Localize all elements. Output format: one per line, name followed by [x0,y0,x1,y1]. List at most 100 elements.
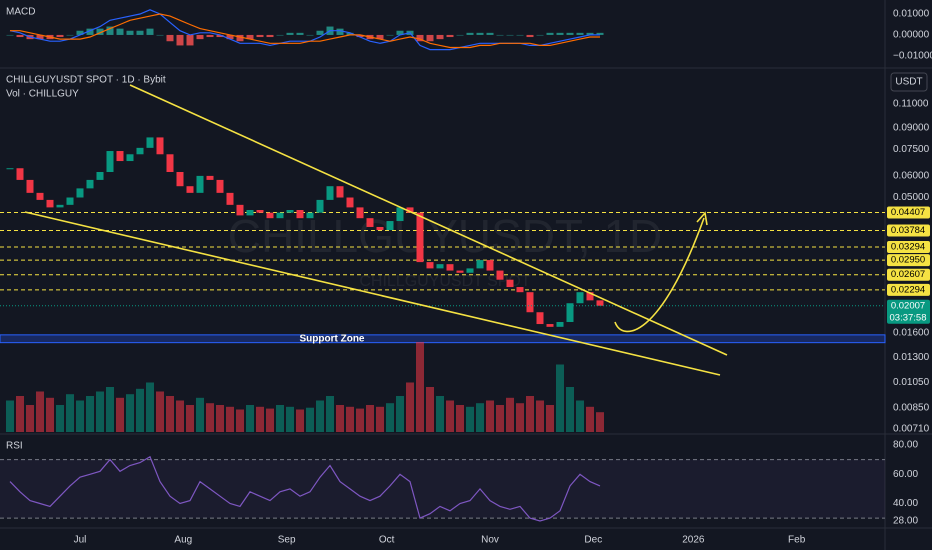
macd-histogram-bar [286,32,294,35]
macd-tick-label: 0.01000 [893,9,930,20]
y-tick-label: 0.00710 [893,424,930,435]
rsi-label: RSI [6,441,23,452]
candle [236,204,244,216]
currency-button[interactable] [890,72,928,92]
level-tag [887,254,930,267]
candle [556,321,564,327]
rsi-tick-label: 40.00 [893,498,918,509]
macd-histogram-bar [476,32,484,35]
last-price-label: 0.02007 [891,300,925,311]
candle [186,186,194,193]
candle [596,300,604,306]
candle [546,324,554,327]
volume-bar [566,387,574,432]
volume-label: Vol · CHILLGUY [6,89,79,100]
macd-histogram-bar [456,34,464,36]
volume-bar [366,405,374,432]
candle [166,154,174,173]
last-price-tag [887,299,930,324]
signal-line [10,13,600,49]
volume-bar [306,407,314,432]
level-tag [887,240,930,253]
y-tick-label: 0.11000 [893,99,929,110]
macd-histogram-bar [56,34,64,38]
candle [326,186,334,200]
macd-histogram-bar [6,34,14,36]
level-label: 0.03784 [891,225,925,236]
macd-histogram-bar [86,28,94,35]
volume-bar [286,406,294,432]
volume-bar [186,405,194,432]
candle [16,168,24,180]
y-tick-label: 0.09000 [893,122,930,133]
rsi-band [0,459,885,519]
candle [406,207,414,213]
candle [416,212,424,263]
volume-bar [436,396,444,432]
macd-histogram-bar [386,34,394,36]
macd-histogram-bar [506,34,514,36]
volume-bar [26,405,34,432]
macd-histogram-bar [346,32,354,35]
candle [496,270,504,280]
volume-bar [396,396,404,432]
volume-bar [586,406,594,432]
watermark-sub: CHILLGUYUSDT SPOT [359,273,531,290]
macd-histogram-bar [306,34,314,36]
y-tick-label: 0.07500 [893,144,930,155]
volume-bar [266,408,274,432]
volume-bar [246,405,254,432]
macd-histogram-bar [146,28,154,35]
volume-bar [456,405,464,432]
volume-bar [576,400,584,432]
y-tick-label: 0.01300 [893,352,930,363]
rsi-tick-label: 80.00 [893,440,918,451]
macd-histogram-bar [526,34,534,38]
volume-bar [406,382,414,432]
macd-histogram-bar [226,34,234,40]
volume-bar [6,400,14,432]
volume-bar [486,400,494,432]
level-tag [887,283,930,296]
rsi-tick-label: 28.00 [893,516,918,527]
level-label: 0.03294 [891,242,925,253]
macd-label: MACD [6,7,35,18]
macd-histogram-bar [416,34,424,42]
macd-histogram-bar [176,34,184,46]
macd-histogram-bar [66,34,74,36]
volume-bar [156,391,164,432]
x-tick-label: Sep [278,535,296,546]
volume-bar [96,391,104,432]
macd-histogram-bar [166,34,174,42]
level-tag [887,224,930,237]
x-tick-label: Jul [74,535,87,546]
volume-bar [596,412,604,432]
volume-bar [466,406,474,432]
macd-histogram-bar [546,32,554,35]
volume-bar [106,387,114,432]
x-tick-label: Oct [379,535,395,546]
y-tick-label: 0.06000 [893,171,930,182]
volume-bar [376,406,384,432]
macd-histogram-bar [376,34,384,40]
level-label: 0.04407 [891,207,925,218]
candle [126,154,134,162]
macd-histogram-bar [536,34,544,36]
macd-histogram-bar [396,30,404,35]
candle [426,262,434,269]
volume-bar [16,396,24,432]
volume-bar [56,405,64,432]
macd-histogram-bar [156,34,164,36]
macd-histogram-bar [96,28,104,35]
x-tick-label: Nov [481,535,499,546]
macd-histogram-bar [596,32,604,35]
macd-histogram-bar [316,30,324,35]
candle [136,147,144,155]
candle [26,179,34,193]
volume-bar [316,400,324,432]
volume-bar [476,403,484,432]
candle [456,270,464,273]
candle [76,188,84,198]
candle [516,287,524,293]
candle [116,151,124,162]
